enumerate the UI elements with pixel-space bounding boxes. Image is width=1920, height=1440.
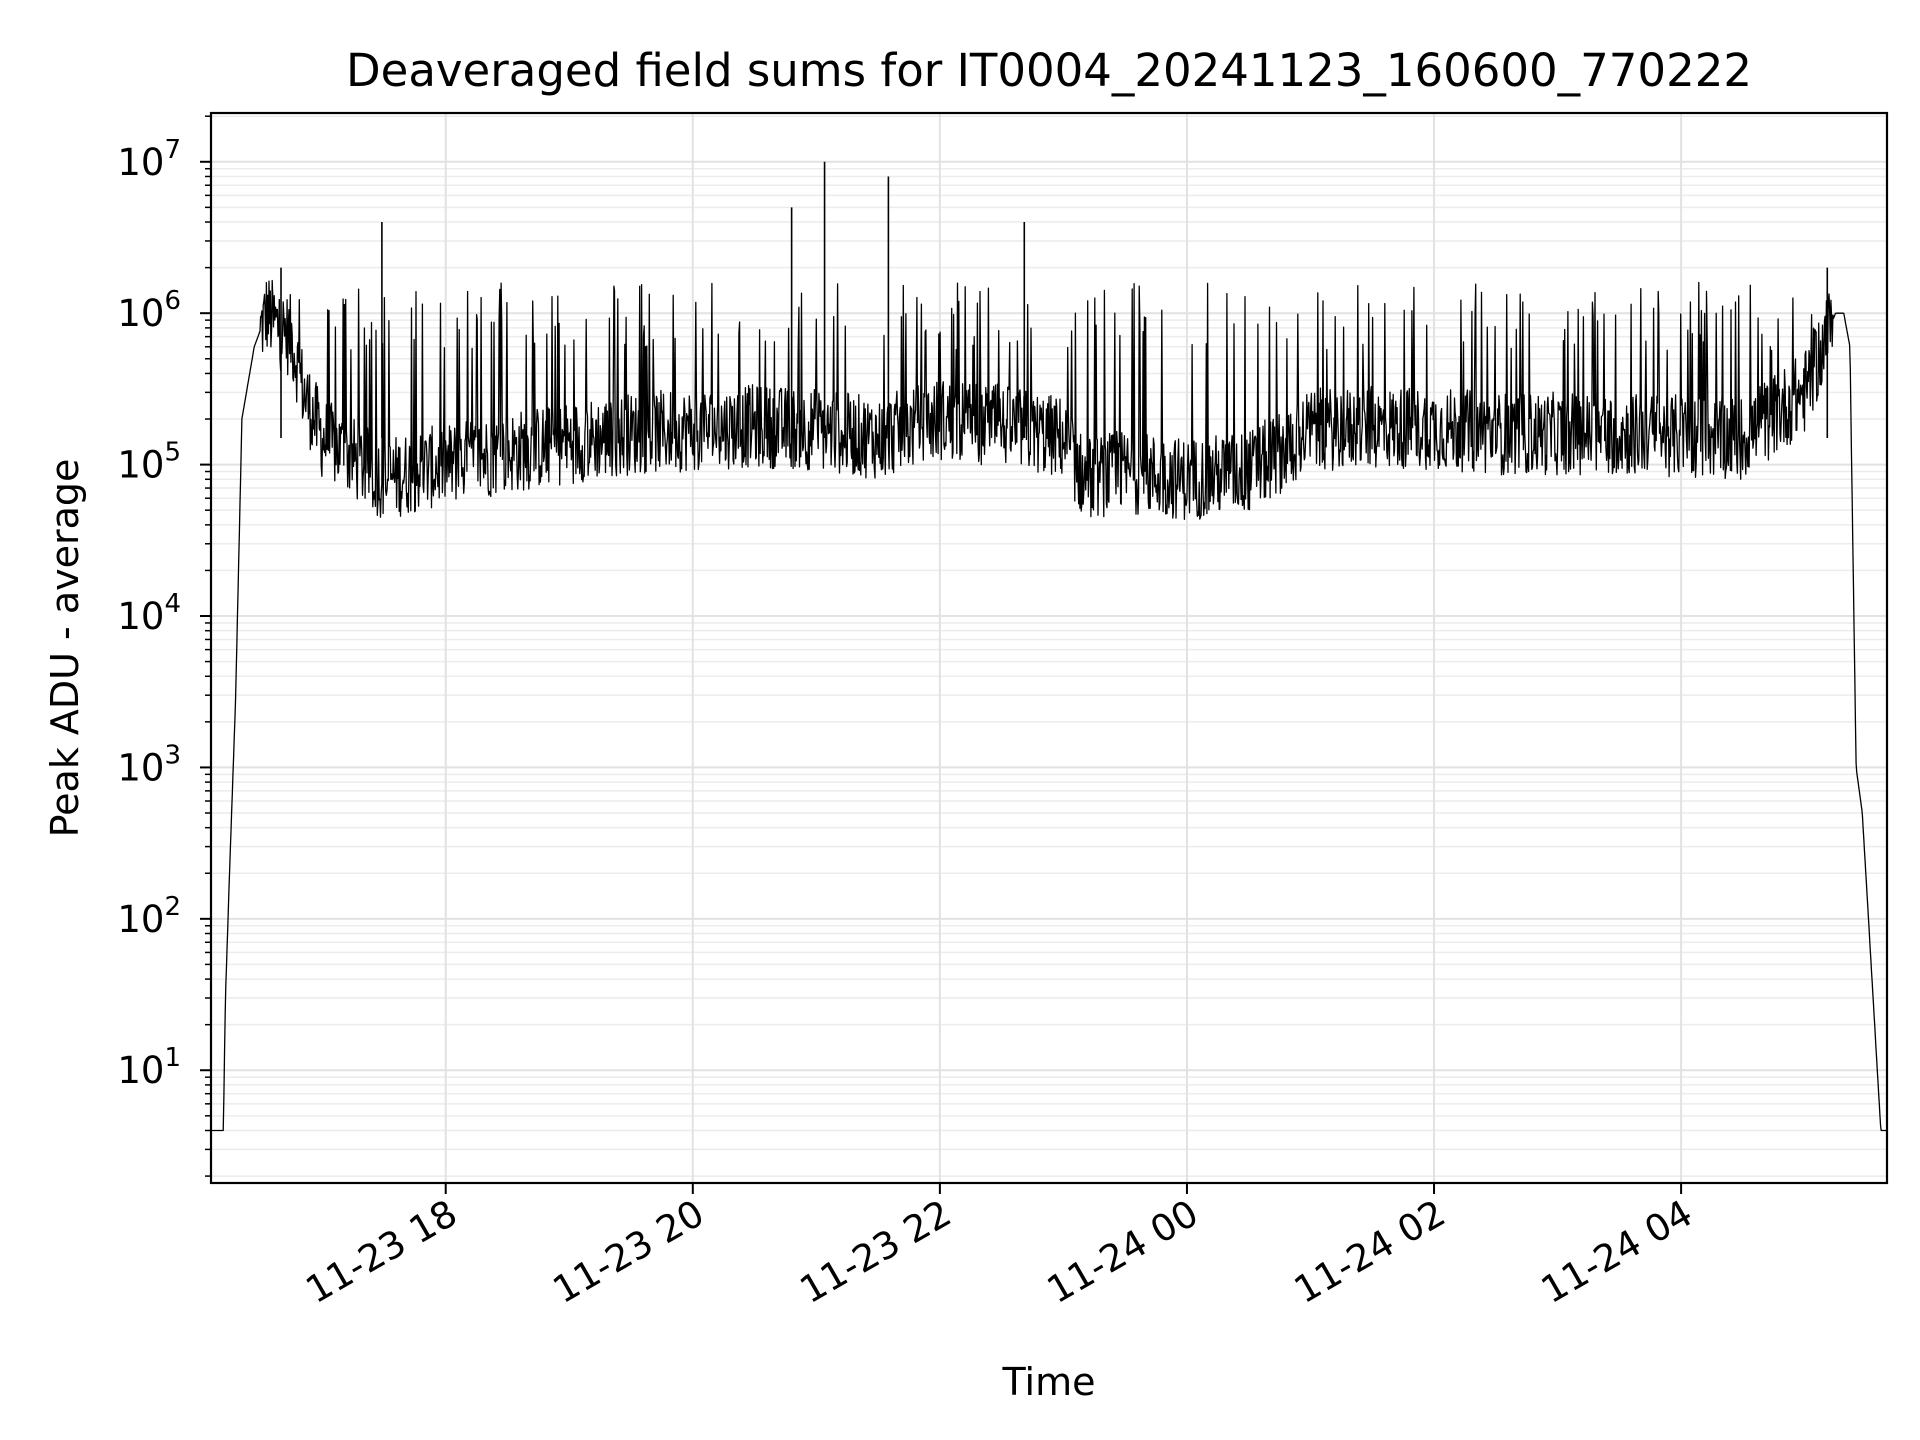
plot-frame <box>209 111 1889 1185</box>
y-axis-label: Peak ADU - average <box>43 459 87 838</box>
x-tick-label: 11-24 00 <box>1040 1192 1206 1312</box>
x-tick-label: 11-24 02 <box>1287 1192 1453 1312</box>
x-axis-label: Time <box>1002 1360 1096 1404</box>
y-tick-label: 102 <box>117 892 181 941</box>
y-tick-label: 104 <box>117 589 181 638</box>
x-tick-label: 11-23 22 <box>793 1192 959 1312</box>
x-tick-label: 11-23 20 <box>546 1192 712 1312</box>
x-tick-label: 11-24 04 <box>1534 1192 1700 1312</box>
y-axis: 101 102 103 104 105 106 107 <box>117 115 211 1177</box>
x-tick-label: 11-23 18 <box>299 1192 465 1312</box>
y-tick-label: 101 <box>117 1043 181 1092</box>
series-layer <box>210 161 1888 1132</box>
series-line <box>210 279 1888 1132</box>
chart-title: Deaveraged field sums for IT0004_2024112… <box>346 44 1752 97</box>
grid <box>211 113 1887 1183</box>
y-tick-label: 103 <box>117 740 181 789</box>
y-tick-label: 107 <box>117 135 181 184</box>
y-tick-label: 106 <box>117 286 181 335</box>
x-axis: 11-23 18 11-23 20 11-23 22 11-24 00 11-24 02… <box>299 1183 1700 1312</box>
y-tick-label: 105 <box>117 438 181 487</box>
